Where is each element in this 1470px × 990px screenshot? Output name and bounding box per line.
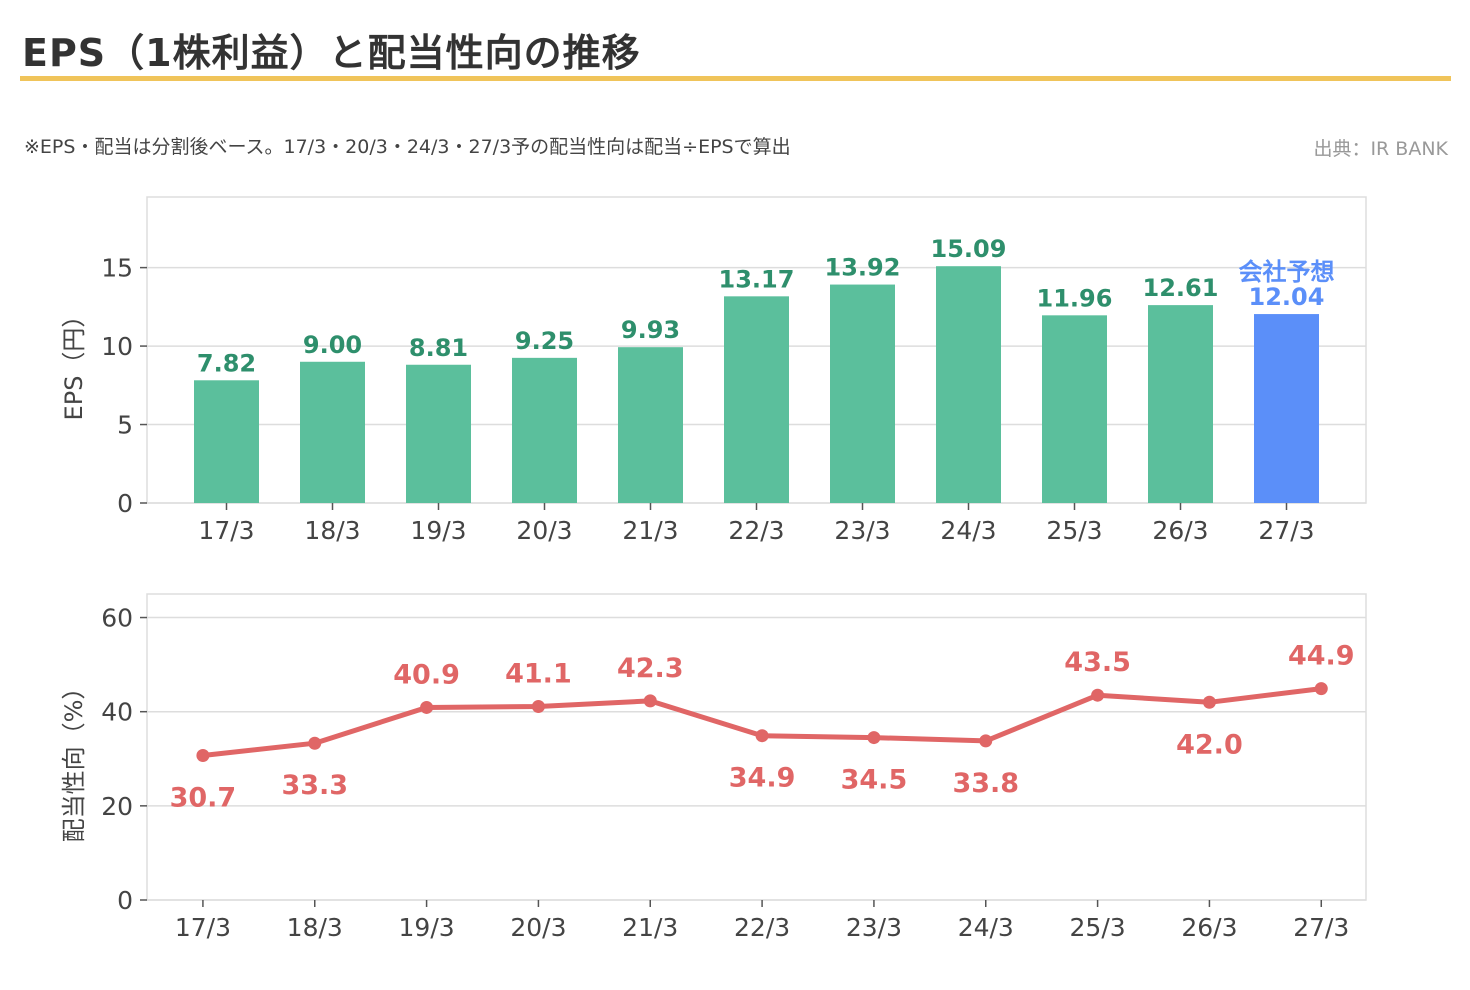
payout-value-label: 34.9 [729,763,796,794]
eps-x-tick-label: 20/3 [516,516,572,545]
eps-bar [1148,305,1213,503]
payout-value-label: 40.9 [393,659,460,690]
payout-x-tick-label: 19/3 [399,913,455,942]
eps-bar [936,266,1001,503]
eps-x-tick-label: 19/3 [410,516,466,545]
eps-bar [1042,315,1107,503]
payout-x-tick-label: 18/3 [287,913,343,942]
title-underline [20,76,1451,81]
eps-bar [618,347,683,503]
payout-data-point [979,734,993,748]
payout-data-point [755,729,769,743]
payout-value-label: 33.3 [281,770,348,801]
eps-forecast-bar [1254,314,1319,503]
eps-bar-value-label: 7.82 [197,349,256,377]
payout-data-point [531,700,545,714]
eps-bar-value-label: 9.00 [303,331,362,359]
eps-y-tick-label: 10 [101,332,133,361]
payout-plot-frame [146,593,1367,901]
payout-data-point [643,694,657,708]
eps-x-tick-label: 24/3 [940,516,996,545]
payout-x-tick-label: 21/3 [622,913,678,942]
payout-x-tick-label: 17/3 [175,913,231,942]
eps-bar [406,364,471,503]
payout-data-point [1314,682,1328,696]
payout-value-label: 42.0 [1176,729,1243,760]
payout-value-label: 34.5 [841,765,908,796]
eps-x-tick-label: 27/3 [1258,516,1314,545]
eps-bar [724,296,789,503]
eps-bar-value-label: 15.09 [931,235,1007,263]
eps-bar-value-label: 13.92 [825,254,901,282]
eps-y-tick-label: 5 [117,411,133,440]
payout-y-axis-title: 配当性向（%） [60,676,88,843]
eps-forecast-label: 会社予想 [1239,258,1335,286]
payout-x-tick-label: 24/3 [958,913,1014,942]
eps-bar-value-label: 8.81 [409,334,468,362]
eps-bar-value-label: 9.93 [621,316,680,344]
payout-data-point [1202,695,1216,709]
eps-bar-value-label: 12.04 [1249,283,1325,311]
eps-x-tick-label: 26/3 [1152,516,1208,545]
source-credit: 出典：IR BANK [1313,138,1448,160]
payout-data-point [867,731,881,745]
payout-y-tick-label: 20 [101,792,133,821]
payout-y-tick-label: 40 [101,698,133,727]
eps-bar [512,357,577,503]
eps-bar-value-label: 12.61 [1143,274,1219,302]
eps-x-tick-label: 18/3 [304,516,360,545]
eps-bar-value-label: 9.25 [515,327,574,355]
eps-bar-chart: 0 5 10 15 EPS（円） 7.82 17/3 9.00 18/3 8.81 19/3 9.25… [60,196,1367,545]
eps-x-tick-label: 25/3 [1046,516,1102,545]
eps-y-tick-label: 0 [117,489,133,518]
eps-x-tick-label: 23/3 [834,516,890,545]
payout-value-label: 44.9 [1288,641,1355,672]
payout-x-tick-label: 25/3 [1070,913,1126,942]
eps-x-tick-label: 21/3 [622,516,678,545]
payout-value-label: 41.1 [505,659,572,690]
payout-line-chart: 0 20 40 60 配当性向（%） 30.7 17/3 33.3 18/3 40.9 19/3 41… [60,593,1367,942]
payout-y-tick-label: 60 [101,604,133,633]
payout-x-tick-label: 22/3 [734,913,790,942]
chart-note: ※EPS・配当は分割後ベース。17/3・20/3・24/3・27/3予の配当性向… [24,136,791,158]
payout-data-point [196,748,210,762]
eps-bar-value-label: 13.17 [719,265,795,293]
payout-value-label: 30.7 [170,782,237,813]
payout-value-label: 43.5 [1064,647,1131,678]
payout-value-label: 33.8 [952,768,1019,799]
payout-data-point [420,700,434,714]
eps-y-tick-label: 15 [101,254,133,283]
payout-x-tick-label: 23/3 [846,913,902,942]
payout-data-point [1091,688,1105,702]
eps-x-tick-label: 17/3 [198,516,254,545]
payout-y-tick-label: 0 [117,886,133,915]
payout-data-point [308,736,322,750]
eps-bar [830,284,895,503]
eps-x-tick-label: 22/3 [728,516,784,545]
payout-x-tick-label: 27/3 [1293,913,1349,942]
eps-y-axis-title: EPS（円） [60,304,88,421]
payout-x-tick-label: 26/3 [1181,913,1237,942]
eps-bar [300,361,365,503]
eps-bar [194,380,259,503]
page-title: EPS（1株利益）と配当性向の推移 [22,31,641,75]
eps-bar-value-label: 11.96 [1037,284,1113,312]
payout-value-label: 42.3 [617,653,684,684]
payout-x-tick-label: 20/3 [510,913,566,942]
